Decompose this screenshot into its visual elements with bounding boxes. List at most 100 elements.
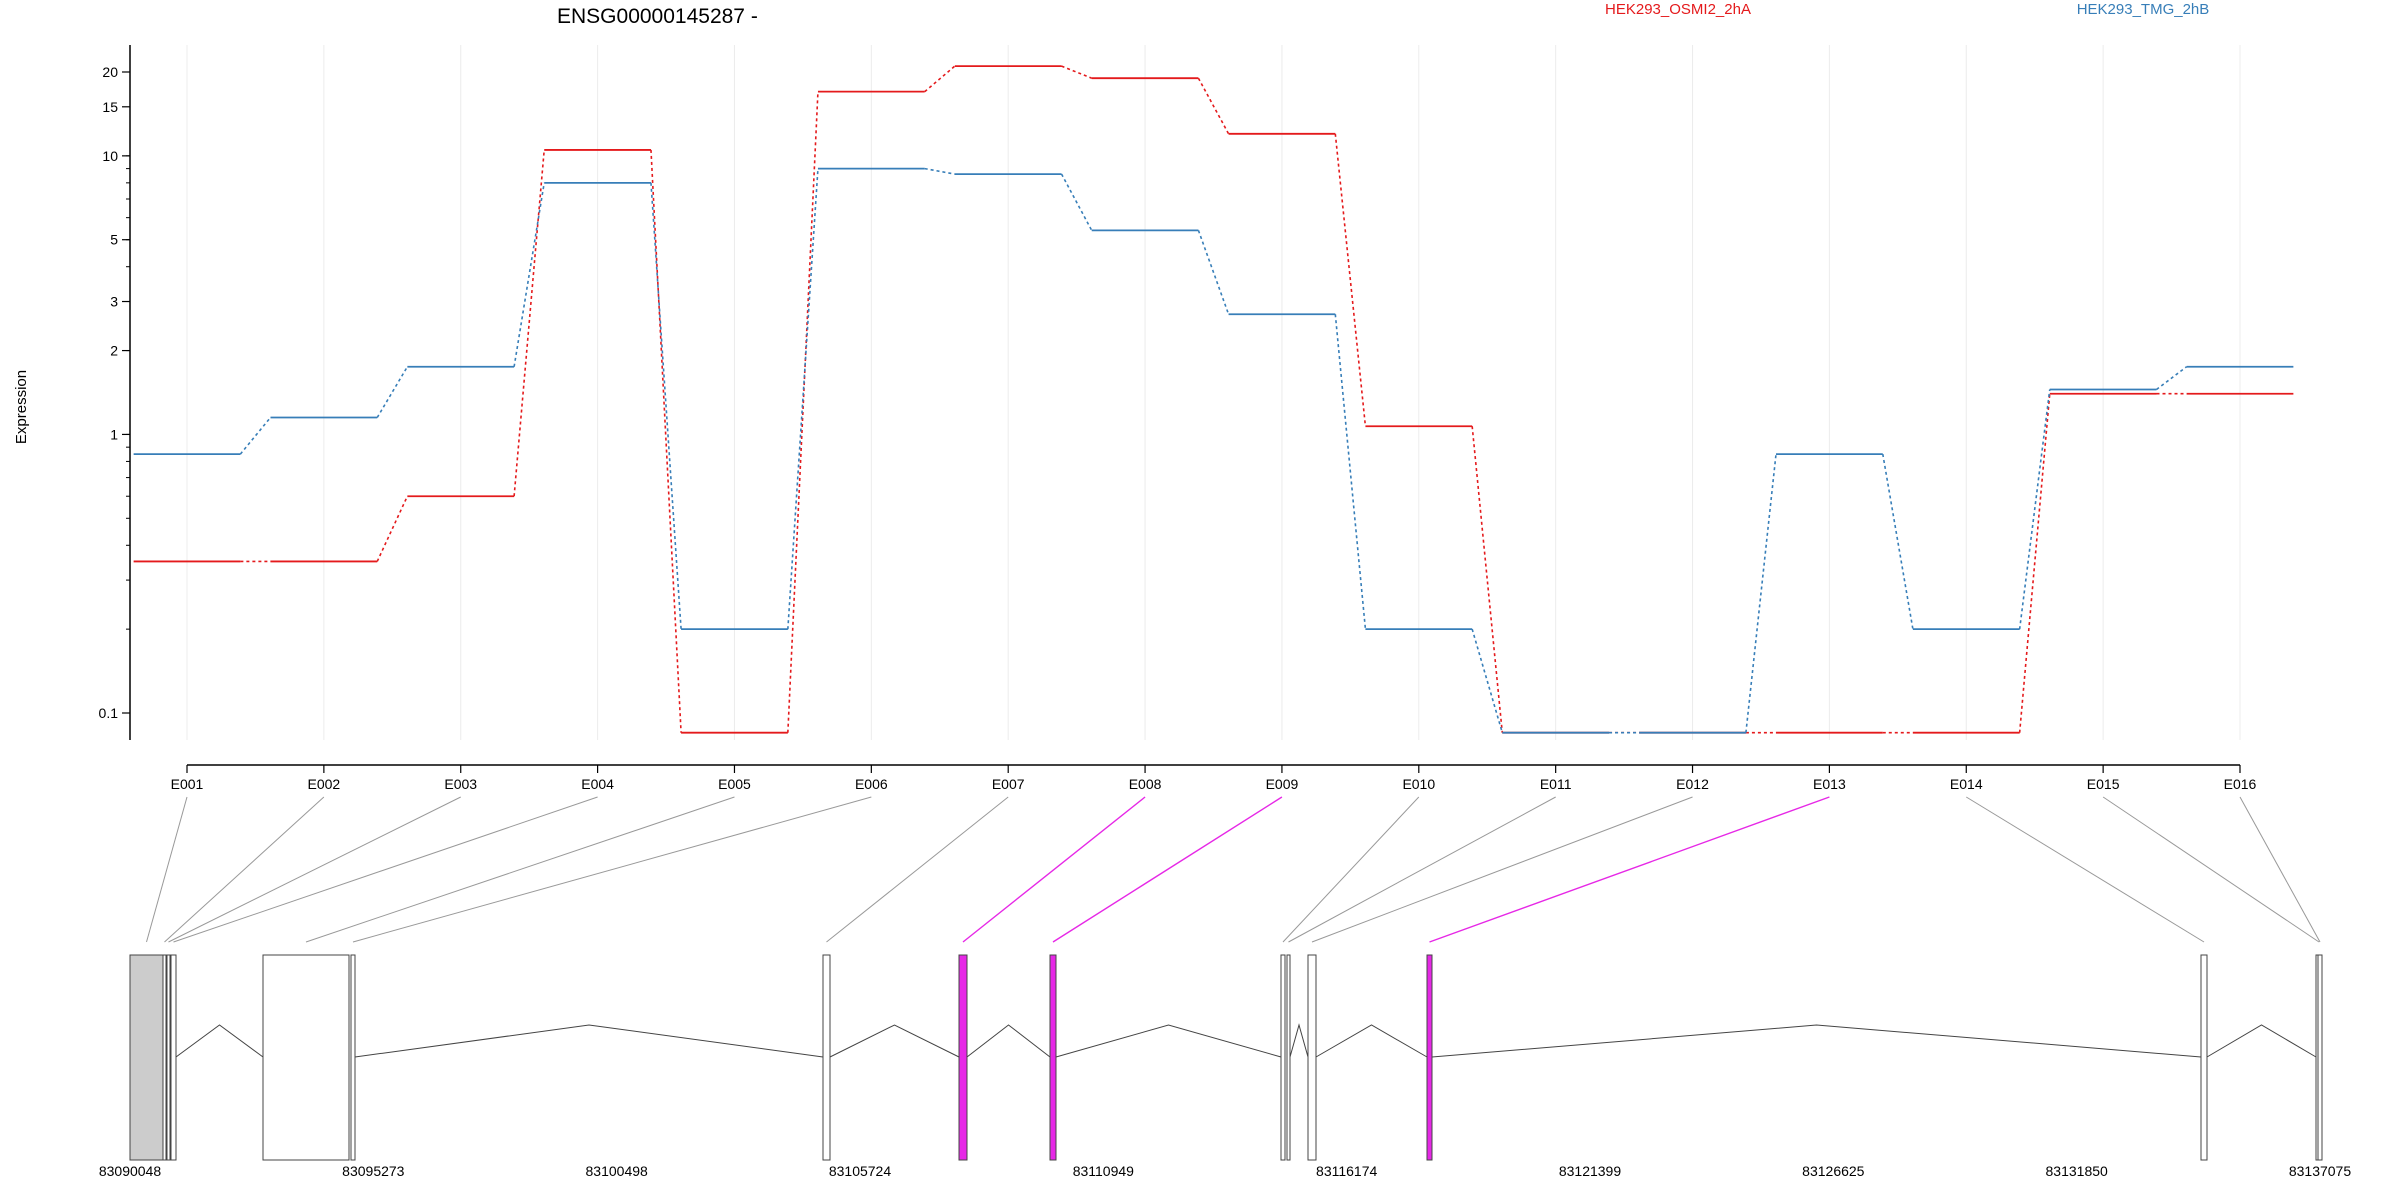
exon-connector-line — [2102, 796, 2320, 943]
y-axis: 0.1 1 2 3 5 10 15 20 — [99, 45, 131, 740]
genomic-coordinate-axis: 83090048 83095273 83100498 83105724 83110949… — [99, 1163, 2352, 1179]
x-tick-label: E008 — [1129, 776, 1162, 792]
coordinate-tick-label: 83105724 — [829, 1163, 892, 1179]
exon-connector-lines — [146, 796, 2321, 943]
coordinate-tick-label: 83110949 — [1073, 1163, 1134, 1179]
series-1-connector — [1471, 426, 1504, 733]
series-lines — [133, 65, 2294, 734]
exon-connector-line — [164, 796, 325, 943]
legend-entry-series-2: HEK293_TMG_2hB — [2077, 1, 2210, 18]
intron-line — [354, 1024, 824, 1058]
series-1-connector — [376, 495, 409, 562]
exon-box — [166, 954, 171, 1161]
series-2-connector — [1060, 173, 1093, 231]
gene-model — [129, 954, 2323, 1161]
intron-line — [1431, 1024, 2202, 1058]
coordinate-tick-label: 83137075 — [2289, 1163, 2352, 1179]
exon-connector-line — [1311, 796, 1693, 943]
exon-box — [1049, 954, 1057, 1161]
x-tick-label: E015 — [2087, 776, 2120, 792]
series-2-connector — [787, 168, 819, 630]
series-2-connector — [1745, 454, 1777, 733]
y-tick-label: 3 — [110, 294, 118, 310]
exon-box — [1426, 954, 1433, 1161]
grid-lines — [186, 45, 2241, 740]
x-tick-label: E001 — [171, 776, 204, 792]
series-1-connector — [1334, 133, 1367, 427]
coordinate-tick-label: 83090048 — [99, 1163, 162, 1179]
y-tick-label: 15 — [102, 99, 118, 115]
exon-box — [162, 954, 167, 1161]
intron-line — [2206, 1024, 2317, 1058]
x-tick-label: E012 — [1676, 776, 1709, 792]
coordinate-tick-label: 83131850 — [2046, 1163, 2109, 1179]
exon-connector-line — [2239, 796, 2321, 943]
coordinate-tick-label: 83100498 — [586, 1163, 649, 1179]
exon-connector-line — [1052, 796, 1283, 943]
x-tick-label: E014 — [1950, 776, 1983, 792]
x-tick-label: E010 — [1402, 776, 1435, 792]
series-2-connector — [1334, 314, 1367, 630]
x-tick-label: E005 — [718, 776, 751, 792]
series-2-connector — [513, 182, 546, 367]
x-tick-label: E002 — [308, 776, 341, 792]
exon-box — [262, 954, 350, 1161]
x-tick-label: E013 — [1813, 776, 1846, 792]
series-1-connector — [513, 149, 546, 497]
coordinate-tick-label: 83126625 — [1802, 1163, 1865, 1179]
exon-connector-line — [1429, 796, 1830, 943]
x-axis: E001 E002 E003 E004 E005 E006 E007 E008 E009 E010… — [171, 764, 2257, 792]
exon-box — [350, 954, 356, 1161]
x-tick-label: E016 — [2224, 776, 2257, 792]
intron-line — [1055, 1024, 1282, 1058]
series-1-connector — [1061, 65, 1092, 79]
series-2-connector — [239, 417, 272, 455]
exon-connector-line — [962, 796, 1146, 943]
exon-box — [822, 954, 831, 1161]
exon-connector-line — [168, 796, 461, 943]
series-1-connector — [650, 149, 682, 733]
exon-connector-line — [305, 796, 735, 943]
x-tick-label: E007 — [992, 776, 1025, 792]
y-tick-label: 0.1 — [99, 705, 119, 721]
intron-line — [175, 1024, 264, 1058]
coordinate-tick-label: 83121399 — [1559, 1163, 1622, 1179]
exon-box — [1280, 954, 1286, 1161]
exon-connector-line — [1288, 796, 1556, 943]
exon-connector-line — [826, 796, 1009, 943]
series-1-connector — [924, 65, 956, 93]
intron-line — [829, 1024, 960, 1058]
exon-connector-line — [173, 796, 598, 943]
y-tick-label: 1 — [110, 426, 118, 442]
exon-box — [2317, 954, 2323, 1161]
series-2-connector — [924, 167, 955, 175]
series-1-connector — [787, 91, 819, 733]
exon-connector-line — [146, 796, 188, 943]
series-2-connector — [2018, 389, 2051, 630]
exon-connector-line — [1966, 796, 2205, 943]
y-tick-label: 20 — [102, 64, 118, 80]
chart-title: ENSG00000145287 - — [557, 5, 758, 28]
exon-box — [958, 954, 968, 1161]
series-2-connector — [1881, 453, 1914, 630]
y-tick-label: 10 — [102, 148, 118, 164]
x-tick-label: E011 — [1540, 776, 1572, 792]
series-1-connector — [2018, 393, 2051, 733]
y-tick-label: 2 — [110, 343, 118, 359]
series-1-connector — [1197, 77, 1230, 135]
x-tick-label: E009 — [1266, 776, 1299, 792]
y-tick-label: 5 — [110, 232, 118, 248]
y-axis-label: Expression — [13, 370, 30, 444]
exon-box — [2200, 954, 2208, 1161]
x-tick-label: E006 — [855, 776, 888, 792]
intron-line — [966, 1024, 1051, 1058]
intron-line — [1315, 1024, 1428, 1058]
exon-box — [1286, 954, 1291, 1161]
exon-box — [170, 954, 177, 1161]
series-2-connector — [1197, 230, 1230, 315]
series-2-connector — [1471, 628, 1504, 733]
coordinate-tick-label: 83116174 — [1316, 1163, 1377, 1179]
series-2-connector — [650, 182, 682, 630]
exon-connector-line — [352, 796, 872, 943]
